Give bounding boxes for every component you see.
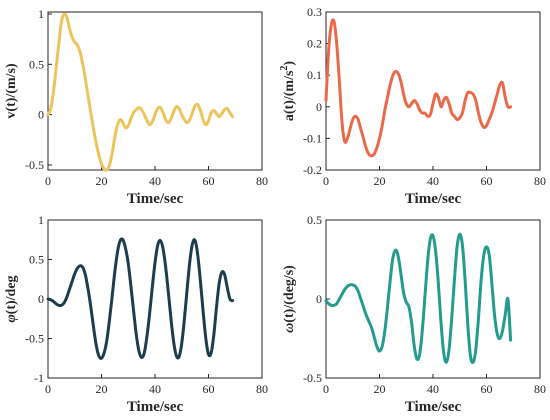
x-tick-label: 40 (149, 174, 161, 188)
y-ticks: -0.5 0 0.5 (303, 213, 330, 385)
series-line (46, 237, 235, 360)
y-tick-label: 0 (316, 100, 322, 114)
x-tick-label: 0 (323, 174, 329, 188)
y-axis-label-rest: (t)/(deg/s) (282, 265, 297, 323)
x-tick-label: 80 (256, 382, 268, 396)
y-tick-label: -0.5 (25, 158, 44, 172)
y-axis-label: v(t)/(m/s) (4, 63, 19, 119)
x-ticks: 0 20 40 60 80 (323, 166, 546, 188)
x-ticks: 0 20 40 60 80 (323, 374, 546, 396)
x-tick-label: 0 (323, 382, 329, 396)
x-tick-label: 0 (45, 174, 51, 188)
x-tick-label: 80 (534, 382, 546, 396)
x-tick-label: 80 (534, 174, 546, 188)
y-tick-label: 0.5 (29, 253, 44, 267)
x-tick-label: 20 (374, 382, 386, 396)
y-tick-label: 0.1 (307, 68, 322, 82)
y-tick-label: 0.5 (29, 57, 44, 71)
y-tick-label: -0.1 (303, 131, 322, 145)
y-tick-label: 0.3 (307, 5, 322, 19)
y-axis-label-end: ) (282, 61, 297, 66)
x-tick-label: 20 (374, 174, 386, 188)
x-ticks: 0 20 40 60 80 (45, 166, 268, 188)
y-tick-label: 1 (38, 213, 44, 227)
y-axis-label: ω(t)/(deg/s) (282, 265, 297, 333)
series-line (46, 12, 235, 172)
x-tick-label: 40 (427, 174, 439, 188)
y-ticks: -0.5 0 0.5 1 (25, 7, 52, 172)
x-axis-label: Time/sec (127, 191, 184, 207)
y-tick-label: 0 (38, 108, 44, 122)
panel-angular-rate: -0.500.5 0 20 40 60 80 Time/sec ω(t)/(deg/s) (282, 213, 546, 415)
plot-frame (325, 11, 541, 171)
y-axis-label: a(t)/(m/s2) (279, 61, 297, 122)
y-tick-label: 0.2 (307, 37, 322, 51)
panel-velocity: -0.500.51 0 20 40 60 80 Time/sec v(t)/(m/s) (4, 7, 268, 207)
y-tick-label: 0 (38, 292, 44, 306)
x-tick-label: 60 (203, 174, 215, 188)
y-tick-label: -1 (34, 371, 44, 385)
series-line (324, 18, 513, 158)
x-axis-label: Time/sec (127, 399, 184, 415)
panel-acceleration: -0.2 -0.1 0 0.1 0.2 0.3 0 20 40 60 80 Time/sec a(… (279, 5, 546, 207)
x-ticks: 0 20 40 60 80 (45, 374, 268, 396)
y-tick-label: -0.2 (303, 163, 322, 177)
x-tick-label: 60 (481, 174, 493, 188)
x-tick-label: 60 (203, 382, 215, 396)
panel-roll-angle: -1 -0.5 0 0.5 1 0 20 40 60 80 Time/sec φ(t)/deg (4, 213, 268, 415)
y-axis-label-main: a(t)/(m/s (282, 70, 297, 121)
x-tick-label: 40 (427, 382, 439, 396)
x-tick-label: 0 (45, 382, 51, 396)
x-tick-label: 40 (149, 382, 161, 396)
y-axis-label-superscript: 2 (279, 66, 290, 71)
y-tick-label: -0.5 (303, 371, 322, 385)
y-tick-label: 0.5 (307, 213, 322, 227)
plot-frame (47, 11, 263, 171)
y-tick-label: 0 (316, 292, 322, 306)
y-axis-label-symbol: ω (282, 323, 297, 333)
x-axis-label: Time/sec (405, 191, 462, 207)
x-tick-label: 20 (96, 174, 108, 188)
y-axis-label: φ(t)/deg (4, 275, 19, 322)
y-tick-label: 1 (38, 7, 44, 21)
x-axis-label: Time/sec (405, 399, 462, 415)
y-tick-label: -0.5 (25, 332, 44, 346)
x-tick-label: 60 (481, 382, 493, 396)
x-tick-label: 20 (96, 382, 108, 396)
y-axis-label-rest: (t)/deg (4, 275, 19, 314)
y-axis-label-symbol: φ (4, 314, 19, 322)
series-line (324, 232, 513, 365)
x-tick-label: 80 (256, 174, 268, 188)
